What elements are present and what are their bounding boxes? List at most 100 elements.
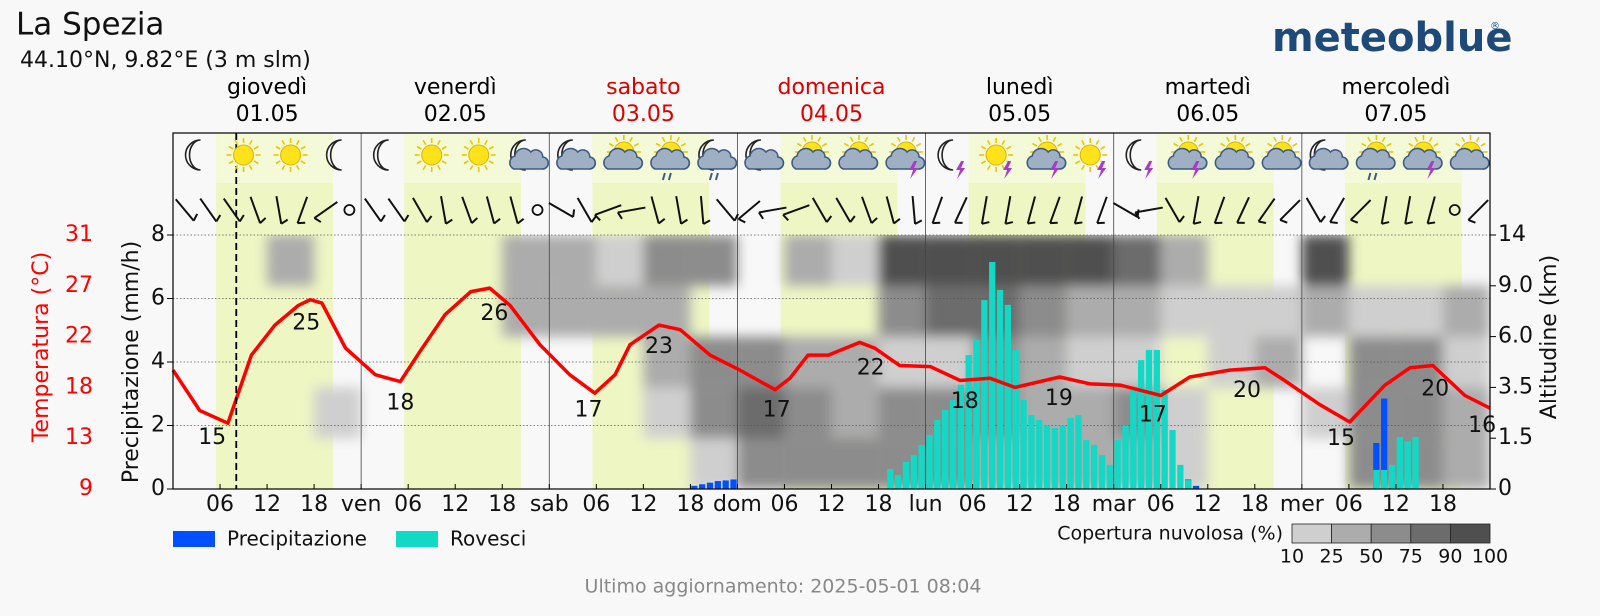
- wind-feather: [1027, 221, 1036, 225]
- wind-barb: [412, 197, 433, 223]
- cloud-cell: [925, 387, 973, 439]
- wind-feather: [758, 211, 764, 220]
- precip-bar: [1004, 304, 1012, 489]
- altitude-tick-label: 3.5: [1498, 374, 1533, 399]
- sun-ray: [1287, 136, 1292, 143]
- wind-barb: [715, 198, 739, 222]
- weather-icon: [885, 135, 926, 179]
- sun-ray: [629, 136, 634, 143]
- precip-bar: [1130, 389, 1137, 489]
- sun-ray: [981, 145, 987, 150]
- sun-ray: [1475, 136, 1480, 143]
- wind-shaft: [1467, 199, 1489, 221]
- weather-icon: [226, 138, 261, 172]
- colorbar-segment: [1291, 523, 1332, 544]
- sun-ray: [1081, 164, 1085, 171]
- sun-ray: [295, 139, 300, 146]
- sun-disc: [468, 144, 490, 166]
- precip-bar: [1388, 464, 1396, 489]
- wind-feather: [192, 213, 199, 222]
- x-tick-label: ven: [341, 492, 382, 517]
- cloud: [603, 147, 644, 170]
- wind-shaft: [548, 202, 574, 218]
- wind-shaft: [313, 201, 338, 219]
- wind-shaft: [1049, 196, 1061, 224]
- sun-ray: [1245, 142, 1251, 147]
- sun-ray: [1267, 142, 1273, 147]
- x-tick-label: 06: [959, 492, 987, 517]
- x-tick-label: 12: [1194, 492, 1222, 517]
- wind-feather: [1050, 221, 1058, 225]
- temperature-label: 17: [574, 398, 602, 423]
- wind-shaft: [1073, 196, 1084, 224]
- wind-shaft: [461, 196, 473, 224]
- wind-barb: [485, 196, 501, 225]
- wind-feather: [259, 217, 267, 224]
- wind-feather: [297, 221, 306, 225]
- sun-ray: [1414, 136, 1419, 143]
- wind-barb: [699, 195, 711, 225]
- wind-shaft: [811, 197, 828, 223]
- altitude-tick-label: 0: [1498, 476, 1512, 501]
- subtitle: 44.10°N, 9.82°E (3 m slm): [20, 48, 311, 73]
- cloud-cell: [1208, 438, 1255, 489]
- sun-ray: [608, 142, 614, 147]
- wind-barb: [1350, 199, 1372, 224]
- wind-shaft: [737, 200, 761, 220]
- sun-ray: [1198, 142, 1204, 147]
- cloud-cell: [1395, 387, 1443, 439]
- wind-feather: [1350, 218, 1359, 224]
- wind-feather: [1193, 221, 1202, 225]
- cloud-cell: [832, 286, 879, 337]
- wind-barb: [1026, 196, 1036, 225]
- sun-ray: [1386, 142, 1392, 147]
- wind-shaft: [911, 195, 917, 225]
- x-tick-label: lun: [909, 492, 943, 517]
- precip-bar: [894, 475, 902, 489]
- wind-feather: [782, 214, 790, 222]
- cloud-cell: [173, 286, 220, 337]
- wind-feather: [1467, 218, 1476, 224]
- wind-shaft: [1350, 199, 1372, 221]
- y2-tick-label: 18: [65, 374, 93, 399]
- wind-barb: [1192, 196, 1202, 225]
- altitude-tick-label: 14: [1498, 222, 1526, 247]
- sun-ray: [437, 139, 441, 146]
- wind-feather: [215, 214, 222, 222]
- sun-ray: [986, 139, 991, 146]
- precip-bar: [1051, 428, 1059, 489]
- wind-shaft: [885, 196, 895, 224]
- cloud-cell: [549, 235, 597, 286]
- sun-ray: [469, 164, 474, 171]
- precip-bar: [918, 444, 925, 489]
- weather-icon: [461, 138, 496, 172]
- cloud-cell: [314, 438, 361, 489]
- cloud-cell: [690, 387, 738, 439]
- sun-ray: [1173, 142, 1179, 147]
- x-tick-label: 18: [676, 492, 704, 517]
- colorbar-segment: [1410, 523, 1451, 544]
- cloud-cell: [455, 235, 502, 286]
- wind-shaft: [1026, 196, 1036, 224]
- cloud: [556, 147, 597, 170]
- moon: [1125, 139, 1142, 171]
- cloud: [791, 147, 832, 170]
- sun-ray: [248, 139, 253, 146]
- colorbar-label: 25: [1320, 546, 1344, 568]
- wind-shaft: [861, 196, 873, 224]
- temperature-label: 15: [1327, 426, 1355, 451]
- wind-feather: [1005, 221, 1014, 225]
- wind-feather: [380, 214, 386, 222]
- weather-icon: [937, 139, 966, 179]
- sun-ray: [228, 145, 234, 150]
- wind-shaft: [387, 197, 406, 223]
- precip-bar: [1114, 440, 1121, 489]
- wind-shaft: [1279, 199, 1301, 221]
- cloud-cell: [596, 387, 643, 438]
- precip-bar: [1043, 425, 1051, 489]
- sun-ray: [1075, 160, 1081, 165]
- wind-feather: [1427, 221, 1436, 225]
- sun-ray: [422, 139, 427, 146]
- wind-barb: [1426, 196, 1436, 225]
- cloud-cell: [455, 438, 502, 489]
